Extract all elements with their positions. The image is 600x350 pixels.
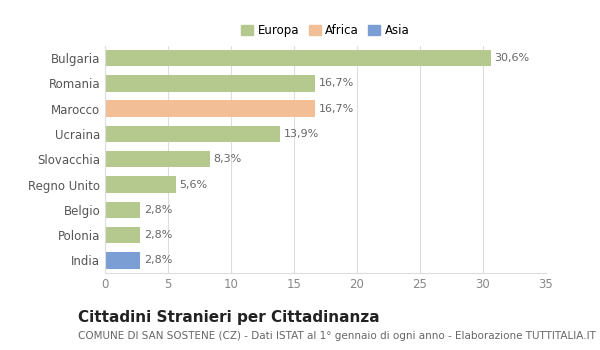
Text: 16,7%: 16,7% — [319, 78, 355, 89]
Bar — [105, 126, 280, 142]
Text: 30,6%: 30,6% — [494, 53, 529, 63]
Bar — [105, 252, 140, 268]
Text: 5,6%: 5,6% — [179, 180, 208, 190]
Bar — [105, 176, 176, 193]
Text: COMUNE DI SAN SOSTENE (CZ) - Dati ISTAT al 1° gennaio di ogni anno - Elaborazion: COMUNE DI SAN SOSTENE (CZ) - Dati ISTAT … — [78, 331, 596, 341]
Text: 2,8%: 2,8% — [144, 205, 172, 215]
Bar — [105, 227, 140, 243]
Bar — [105, 100, 316, 117]
Bar — [105, 151, 209, 167]
Text: 2,8%: 2,8% — [144, 230, 172, 240]
Text: 13,9%: 13,9% — [284, 129, 319, 139]
Bar — [105, 75, 316, 92]
Legend: Europa, Africa, Asia: Europa, Africa, Asia — [239, 22, 412, 40]
Bar — [105, 202, 140, 218]
Text: 8,3%: 8,3% — [214, 154, 242, 164]
Text: 16,7%: 16,7% — [319, 104, 355, 114]
Bar — [105, 50, 491, 66]
Text: 2,8%: 2,8% — [144, 256, 172, 265]
Text: Cittadini Stranieri per Cittadinanza: Cittadini Stranieri per Cittadinanza — [78, 310, 380, 325]
